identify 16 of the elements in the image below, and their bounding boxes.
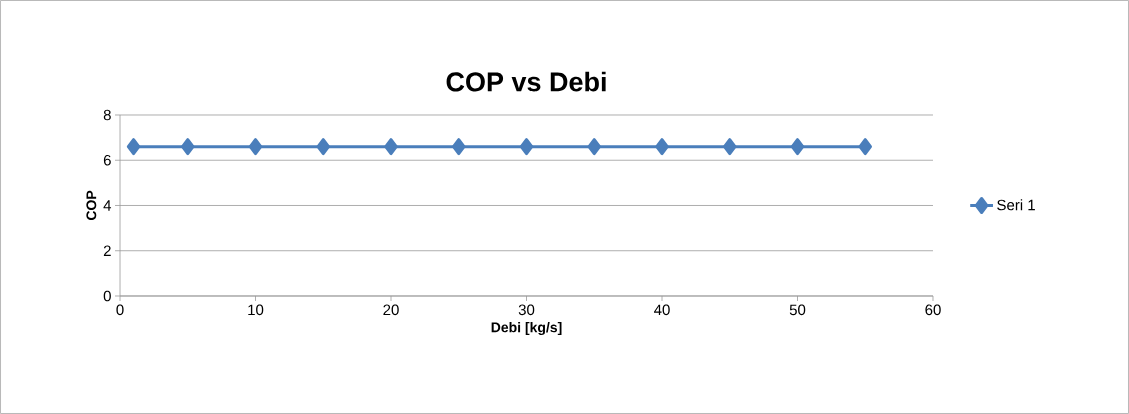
x-tick-label: 50 [789,304,806,316]
y-axis-title: COP [86,190,97,221]
x-tick-label: 30 [518,304,535,316]
y-tick-label: 8 [103,109,111,121]
x-tick-label: 0 [116,304,124,316]
x-tick-label: 40 [654,304,670,316]
x-tick-label: 10 [248,304,264,316]
y-tick-label: 0 [103,290,111,302]
x-tick-label: 60 [925,304,941,316]
legend-label: Seri 1 [997,199,1035,211]
x-axis-title: Debi [kg/s] [491,322,562,336]
y-tick-label: 6 [103,154,111,166]
x-tick-label: 20 [383,304,399,316]
chart-title: COP vs Debi [446,71,606,92]
y-tick-label: 4 [103,200,112,211]
y-tick-label: 2 [103,245,111,256]
